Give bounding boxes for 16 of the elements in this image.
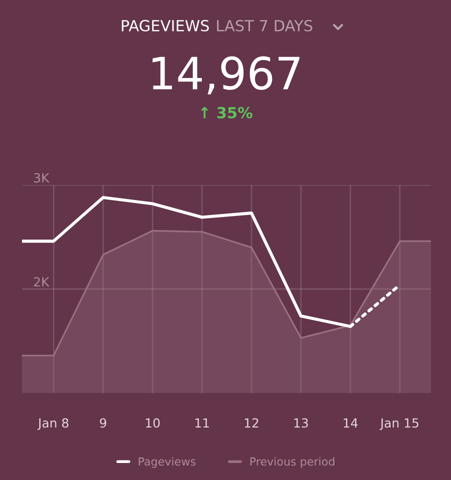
x-tick-label: 11	[195, 418, 209, 428]
legend-label: Pageviews	[138, 457, 196, 468]
chart-subtitle: LAST 7 DAYS	[217, 20, 312, 32]
x-tick-label: 14	[344, 418, 358, 428]
x-tick-label: Jan 15	[380, 418, 418, 430]
text: ↑ 35%	[201, 106, 252, 118]
x-tick-label: 10	[146, 418, 160, 428]
x-tick-label: 9	[100, 418, 106, 428]
text: 14,967	[152, 56, 300, 94]
y-tick-label: 3K	[34, 173, 50, 183]
y-tick-label: 2K	[34, 277, 50, 286]
x-tick-label: 13	[294, 418, 308, 428]
chart-title: PAGEVIEWS	[122, 20, 209, 32]
x-tick-label: Jan 8	[37, 418, 68, 430]
legend-label: Previous period	[250, 457, 334, 468]
x-tick-label: 12	[244, 418, 258, 428]
